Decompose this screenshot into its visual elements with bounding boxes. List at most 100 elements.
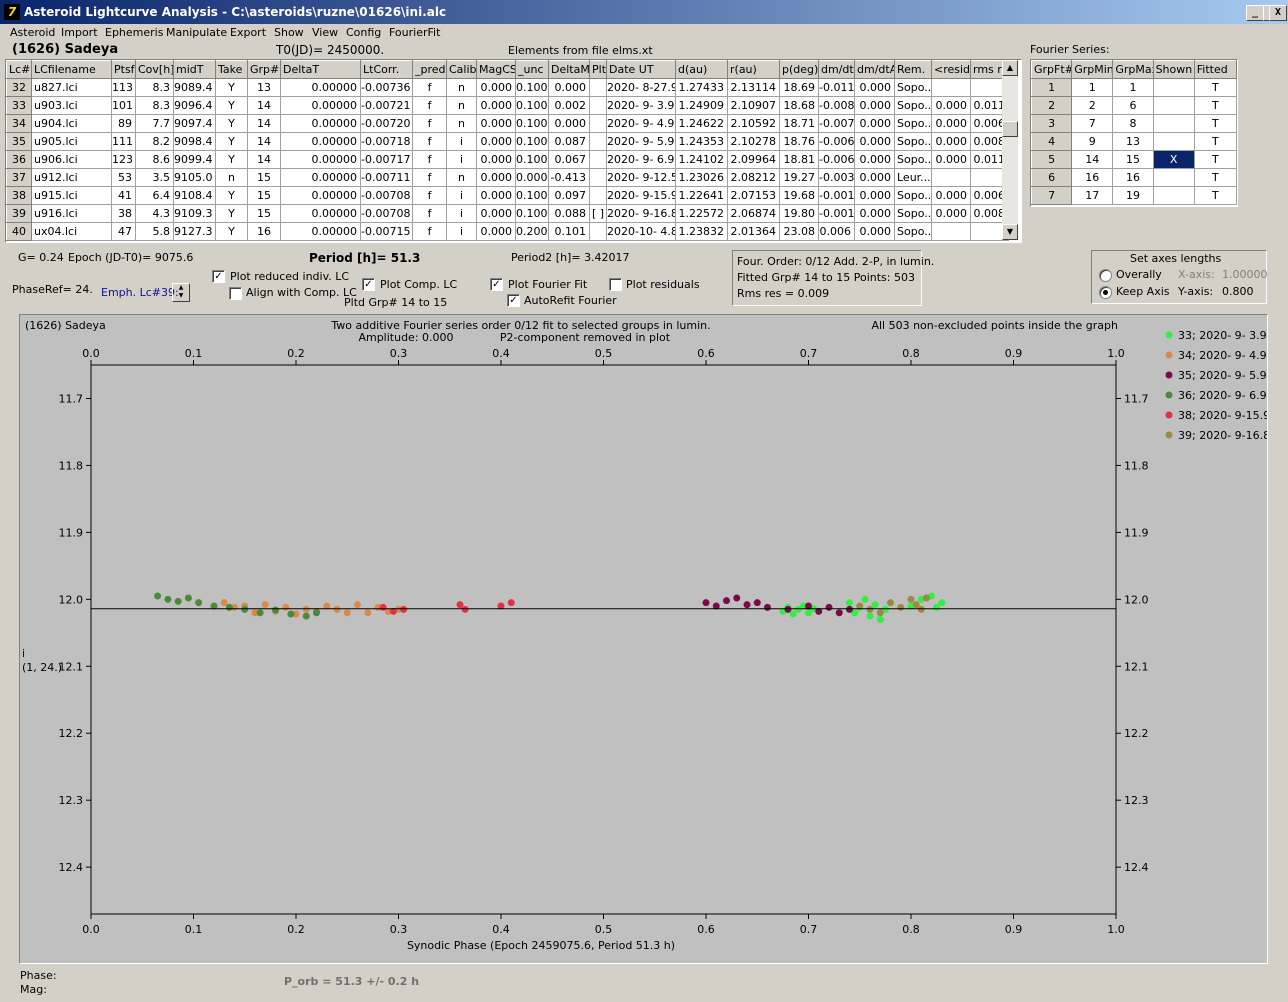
lc-cell-covh[interactable]: 8.3 <box>135 78 174 97</box>
emph-lc-spinner[interactable]: ▲ ▼ <box>172 283 190 302</box>
lc-cell-dau[interactable]: 1.24102 <box>675 150 728 169</box>
lc-cell-calib[interactable]: n <box>446 168 477 187</box>
lc-cell-ltcorr[interactable]: -0.00708 <box>360 186 413 205</box>
overally-radio[interactable] <box>1099 269 1112 282</box>
lc-cell-ptsf[interactable]: 113 <box>111 78 136 97</box>
lc-cell-pred[interactable]: f <box>412 114 447 133</box>
fourier-cell-grpft[interactable]: 3 <box>1031 114 1073 133</box>
lc-cell-grp[interactable]: 14 <box>247 114 281 133</box>
lc-cell-pdeg[interactable]: 18.68 <box>779 96 819 115</box>
lc-cell-dmdt[interactable]: -0.008 <box>818 96 855 115</box>
fourier-cell-grpmin[interactable]: 17 <box>1071 186 1114 205</box>
lc-cell-rau[interactable]: 2.07153 <box>727 186 780 205</box>
lc-column-header[interactable]: _pred. <box>412 60 447 79</box>
lc-cell-pred[interactable]: f <box>412 222 447 241</box>
fourier-cell-shown[interactable] <box>1152 132 1195 151</box>
lc-cell-pred[interactable]: f <box>412 96 447 115</box>
lc-cell-lcfilename[interactable]: u915.lci <box>31 186 112 205</box>
plot-reduced-checkbox[interactable]: ✓ <box>212 270 225 283</box>
lc-cell-deltat[interactable]: 0.00000 <box>280 132 361 151</box>
lc-column-header[interactable]: <resid> <box>931 60 971 79</box>
lc-cell-ltcorr[interactable]: -0.00711 <box>360 168 413 187</box>
lc-column-header[interactable]: LtCorr. <box>360 60 413 79</box>
lc-cell-dmdta[interactable]: 0.000 <box>854 204 895 223</box>
lc-cell-take[interactable]: Y <box>215 204 248 223</box>
lc-cell-deltat[interactable]: 0.00000 <box>280 204 361 223</box>
lc-column-header[interactable]: LCfilename <box>31 60 112 79</box>
lc-cell-lc[interactable]: 40 <box>6 222 32 241</box>
fourier-cell-fitted[interactable]: T <box>1193 78 1237 97</box>
lc-cell-lcfilename[interactable]: u827.lci <box>31 78 112 97</box>
lc-cell-grp[interactable]: 16 <box>247 222 281 241</box>
fourier-cell-grpmin[interactable]: 1 <box>1071 78 1114 97</box>
lc-column-header[interactable]: Grp# <box>247 60 281 79</box>
lc-cell-unc[interactable]: 0.100 <box>515 204 549 223</box>
menu-export[interactable]: Export <box>230 26 267 39</box>
fourier-cell-grpmax[interactable]: 1 <box>1112 78 1154 97</box>
menu-import[interactable]: Import <box>61 26 98 39</box>
lc-column-header[interactable]: Rem. <box>894 60 932 79</box>
lc-cell-plt[interactable]: [ ] <box>589 204 607 223</box>
lc-cell-dmdt[interactable]: -0.003 <box>818 168 855 187</box>
fourier-cell-grpmin[interactable]: 2 <box>1071 96 1114 115</box>
lc-cell-deltat[interactable]: 0.00000 <box>280 222 361 241</box>
fourier-cell-grpmin[interactable]: 14 <box>1071 150 1114 169</box>
lc-cell-pred[interactable]: f <box>412 186 447 205</box>
lc-cell-deltam[interactable]: 0.088 <box>548 204 590 223</box>
lc-cell-midt[interactable]: 9097.4 <box>173 114 216 133</box>
lc-cell-resid[interactable]: 0.000 <box>931 186 971 205</box>
lc-column-header[interactable]: dm/dt <box>818 60 855 79</box>
fourier-column-header[interactable]: GrpMax <box>1112 60 1154 79</box>
lc-cell-dmdt[interactable]: -0.001 <box>818 204 855 223</box>
lc-cell-pdeg[interactable]: 23.08 <box>779 222 819 241</box>
lc-cell-grp[interactable]: 13 <box>247 78 281 97</box>
lc-cell-ptsf[interactable]: 123 <box>111 150 136 169</box>
lc-cell-lcfilename[interactable]: u905.lci <box>31 132 112 151</box>
lc-cell-dau[interactable]: 1.24622 <box>675 114 728 133</box>
lc-cell-plt[interactable] <box>589 78 607 97</box>
lc-cell-rau[interactable]: 2.10907 <box>727 96 780 115</box>
lc-cell-dau[interactable]: 1.24353 <box>675 132 728 151</box>
lc-cell-dmdt[interactable]: -0.006 <box>818 132 855 151</box>
fourier-series-table[interactable]: GrpFt#GrpMinGrpMaxShownFitted 111T226T37… <box>1030 59 1238 207</box>
lc-cell-resid[interactable] <box>931 78 971 97</box>
lc-column-header[interactable]: d(au) <box>675 60 728 79</box>
period-value[interactable]: Period [h]= 51.3 <box>309 251 421 265</box>
fourier-cell-grpmax[interactable]: 16 <box>1112 168 1154 187</box>
lc-cell-midt[interactable]: 9127.3 <box>173 222 216 241</box>
lc-table-row[interactable]: 36 u906.lci 123 8.6 9099.4 Y 14 0.00000 -0.00717… <box>6 150 1009 169</box>
lc-cell-plt[interactable] <box>589 222 607 241</box>
lc-cell-unc[interactable]: 0.100 <box>515 150 549 169</box>
lc-cell-ltcorr[interactable]: -0.00717 <box>360 150 413 169</box>
fourier-column-header[interactable]: GrpFt# <box>1031 60 1073 79</box>
lc-column-header[interactable]: p(deg) <box>779 60 819 79</box>
lc-cell-pdeg[interactable]: 18.71 <box>779 114 819 133</box>
lc-cell-magcs[interactable]: 0.000 <box>476 222 516 241</box>
lc-table-row[interactable]: 40 ux04.lci 47 5.8 9127.3 Y 16 0.00000 -0.00715 f… <box>6 222 1009 241</box>
lc-table-row[interactable]: 33 u903.lci 101 8.3 9096.4 Y 14 0.00000 -0.00721… <box>6 96 1009 115</box>
lc-table-row[interactable]: 32 u827.lci 113 8.3 9089.4 Y 13 0.00000 -0.00736… <box>6 78 1009 97</box>
lc-cell-plt[interactable] <box>589 168 607 187</box>
lc-cell-calib[interactable]: n <box>446 96 477 115</box>
lc-cell-ltcorr[interactable]: -0.00720 <box>360 114 413 133</box>
fourier-cell-shown[interactable] <box>1152 168 1195 187</box>
lc-cell-ltcorr[interactable]: -0.00708 <box>360 204 413 223</box>
lc-cell-plt[interactable] <box>589 132 607 151</box>
lc-cell-pdeg[interactable]: 18.76 <box>779 132 819 151</box>
keep-axis-radio[interactable] <box>1099 286 1112 299</box>
lc-cell-dau[interactable]: 1.23026 <box>675 168 728 187</box>
lc-cell-lcfilename[interactable]: ux04.lci <box>31 222 112 241</box>
lc-cell-resid[interactable]: 0.000 <box>931 132 971 151</box>
lc-cell-ltcorr[interactable]: -0.00736 <box>360 78 413 97</box>
lc-cell-midt[interactable]: 9089.4 <box>173 78 216 97</box>
lc-cell-dmdta[interactable]: 0.000 <box>854 78 895 97</box>
lightcurve-table[interactable]: Lc# LCfilename Ptsf Cov[h] midT Take Grp# Delta… <box>5 59 1022 243</box>
lc-cell-ptsf[interactable]: 41 <box>111 186 136 205</box>
lc-cell-grp[interactable]: 15 <box>247 168 281 187</box>
fourier-cell-shown[interactable]: X <box>1152 150 1195 169</box>
lc-cell-pred[interactable]: f <box>412 78 447 97</box>
lc-cell-lcfilename[interactable]: u904.lci <box>31 114 112 133</box>
fourier-cell-grpft[interactable]: 5 <box>1031 150 1073 169</box>
lc-column-header[interactable]: Take <box>215 60 248 79</box>
fourier-table-row[interactable]: 7 17 19 T <box>1031 186 1237 205</box>
